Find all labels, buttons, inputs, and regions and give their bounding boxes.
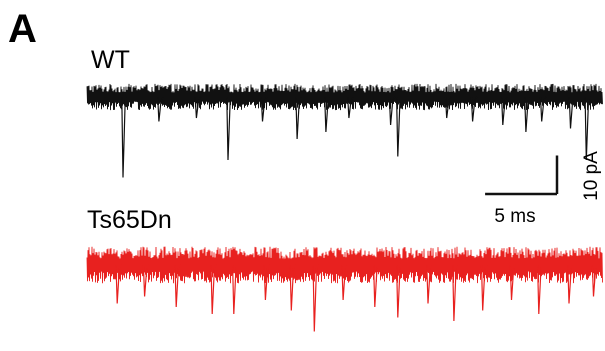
trace-event [121, 96, 128, 178]
scale-bar-time-label: 5 ms [494, 206, 535, 227]
trace-event [396, 96, 403, 157]
trace-event [289, 264, 297, 311]
trace-event [347, 96, 354, 119]
trace-event [568, 96, 576, 129]
trace-event [388, 96, 396, 126]
trace-event [524, 96, 531, 133]
trace-event [480, 264, 488, 311]
trace-event [444, 96, 452, 119]
trace-event [194, 96, 202, 119]
scale-bar-current-label: 10 pA [581, 151, 602, 201]
trace-baseline [86, 246, 603, 284]
scale-bar: 5 ms 10 pA [485, 151, 602, 227]
trace-event [157, 96, 164, 122]
trace-event [232, 264, 239, 315]
trace-event [373, 264, 380, 308]
trace-event [470, 96, 478, 122]
trace-event [452, 264, 459, 322]
trace-event [396, 264, 403, 318]
trace-event [312, 264, 320, 332]
trace-label-wt: WT [91, 46, 130, 74]
trace-event [341, 264, 349, 301]
trace-event [115, 264, 123, 304]
trace-event [260, 96, 268, 122]
trace-event [210, 264, 218, 315]
trace-event [295, 96, 303, 140]
trace-event [501, 96, 508, 126]
trace-event [567, 264, 574, 304]
trace-wt [86, 83, 603, 178]
trace-event [263, 264, 271, 301]
trace-baseline [86, 83, 603, 111]
trace-event [226, 96, 233, 161]
trace-event [426, 264, 433, 304]
panel-letter: A [8, 7, 37, 51]
trace-event [539, 96, 547, 122]
trace-event [537, 264, 544, 315]
trace-event [142, 264, 150, 297]
trace-event [509, 264, 517, 301]
trace-event [591, 264, 599, 297]
trace-event [324, 96, 331, 133]
trace-event [584, 96, 592, 161]
trace-event [174, 264, 182, 308]
trace-ts65dn [86, 246, 603, 332]
trace-label-ts65dn: Ts65Dn [87, 206, 172, 234]
